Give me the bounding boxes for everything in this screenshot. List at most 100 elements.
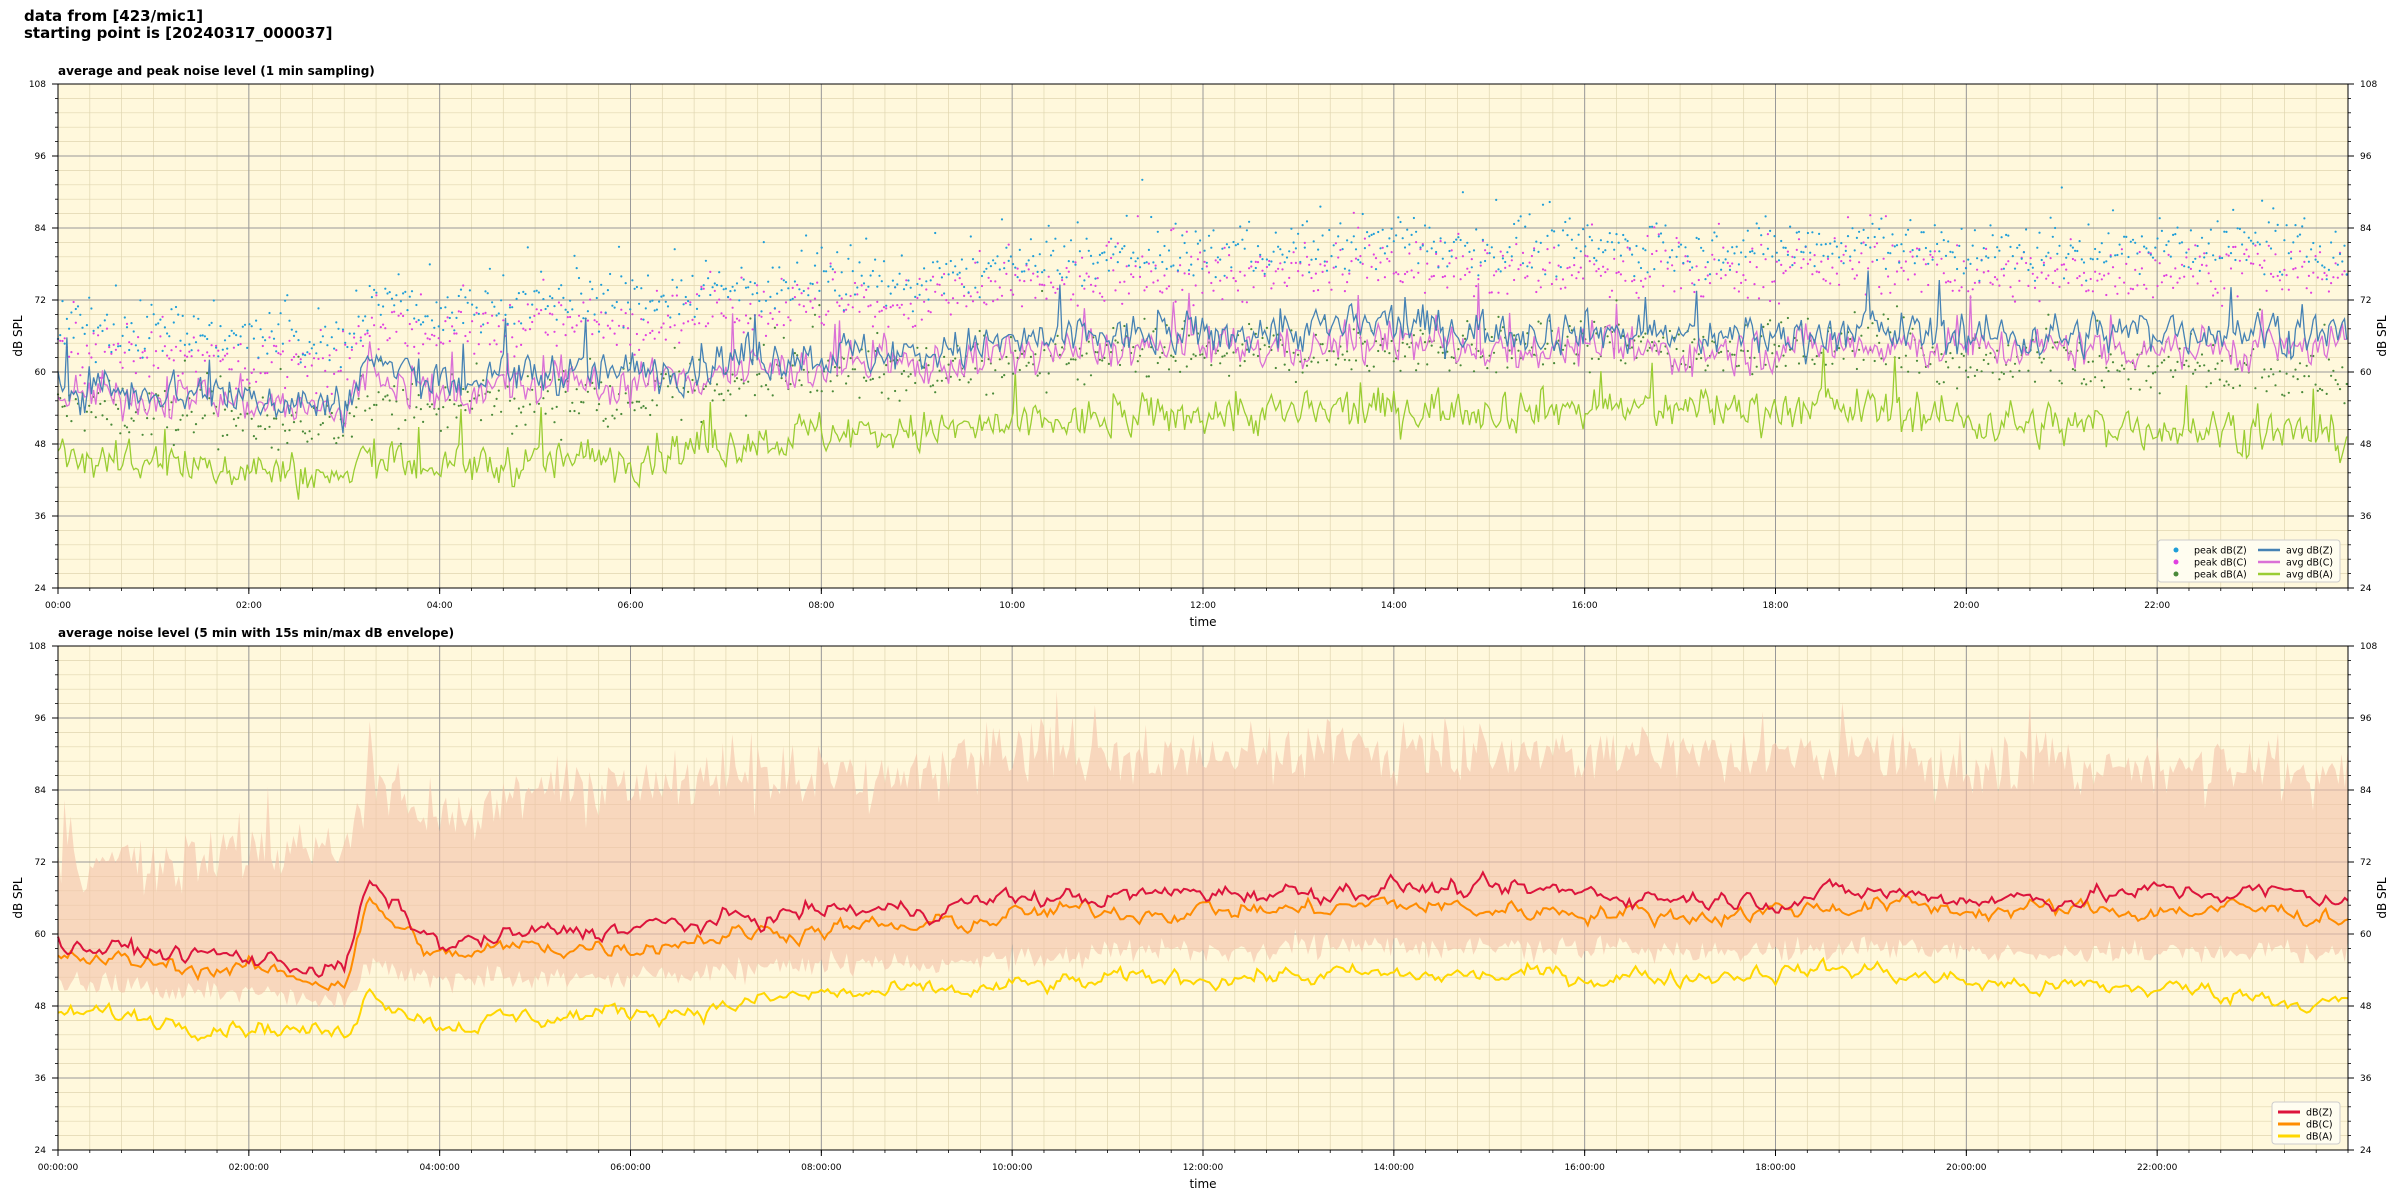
peak-z-point (573, 254, 576, 257)
peak-a-point (1875, 334, 1879, 337)
peak-z-point (357, 315, 360, 318)
peak-a-point (1862, 358, 1865, 361)
peak-c-point (468, 331, 471, 334)
peak-c-point (1795, 248, 1798, 251)
peak-c-point (700, 285, 703, 288)
peak-c-point (836, 301, 839, 304)
peak-c-point (419, 293, 422, 296)
peak-z-point (2207, 242, 2210, 245)
peak-c-point (709, 270, 712, 273)
peak-a-point (1737, 364, 1740, 367)
peak-c-point (689, 301, 692, 304)
x-tick-label: 18:00:00 (1755, 1163, 1796, 1173)
peak-c-point (1446, 286, 1449, 289)
peak-c-point (591, 333, 594, 336)
peak-z-point (1092, 262, 1095, 265)
peak-c-point (722, 314, 725, 318)
peak-a-point (1392, 360, 1395, 363)
peak-a-point (1228, 374, 1231, 377)
peak-c-point (1508, 264, 1511, 267)
peak-c-point (1337, 256, 1340, 259)
peak-c-point (152, 364, 155, 367)
peak-c-point (889, 306, 892, 309)
peak-c-point (146, 356, 149, 359)
peak-a-point (1782, 354, 1785, 357)
peak-z-point (693, 315, 696, 318)
peak-a-point (1633, 339, 1636, 342)
y-tick-label-left: 84 (35, 786, 47, 796)
peak-c-point (896, 304, 899, 307)
peak-z-point (2107, 232, 2110, 235)
peak-z-point (620, 275, 623, 278)
peak-c-point (537, 312, 541, 315)
peak-c-point (671, 294, 674, 297)
peak-a-point (1441, 351, 1444, 354)
peak-c-point (2009, 286, 2012, 289)
peak-z-point (1052, 249, 1055, 252)
peak-c-point (662, 322, 665, 325)
peak-c-point (172, 359, 175, 362)
peak-a-point (2105, 366, 2108, 369)
peak-z-point (1210, 246, 1213, 249)
peak-z-point (2060, 186, 2063, 189)
peak-c-point (1430, 275, 1433, 278)
peak-c-point (1459, 278, 1462, 281)
peak-a-point (1170, 354, 1173, 357)
peak-a-point (898, 399, 901, 402)
peak-z-point (1450, 255, 1453, 258)
peak-c-point (540, 309, 543, 312)
peak-z-point (1290, 227, 1293, 230)
peak-z-point (1559, 266, 1562, 269)
peak-c-point (128, 341, 131, 344)
db-a-line (57, 956, 2349, 1042)
peak-c-point (1274, 270, 1277, 273)
peak-z-point (1061, 276, 1064, 279)
peak-z-point (1504, 260, 1507, 264)
peak-z-point (1461, 191, 1464, 194)
peak-c-point (1695, 265, 1698, 268)
peak-z-point (1602, 251, 1605, 254)
peak-z-point (384, 287, 387, 290)
peak-z-point (2127, 255, 2130, 259)
peak-c-point (482, 312, 485, 315)
peak-z-point (1446, 265, 1449, 268)
peak-c-point (2018, 279, 2021, 282)
peak-z-point (1610, 241, 1614, 244)
peak-a-point (275, 417, 278, 420)
peak-z-point (1403, 246, 1407, 249)
peak-a-point (2234, 368, 2237, 371)
peak-c-point (495, 343, 498, 346)
peak-a-point (644, 407, 647, 410)
peak-a-point (2212, 344, 2215, 347)
peak-c-point (1072, 293, 1075, 296)
peak-c-point (847, 303, 850, 306)
peak-c-point (1976, 268, 1979, 271)
peak-a-point (125, 426, 129, 429)
starting-point-line: starting point is [20240317_000037] (24, 24, 333, 42)
peak-a-point (1991, 371, 1994, 374)
peak-z-point (756, 292, 759, 295)
peak-z-point (1221, 247, 1224, 250)
peak-c-point (1524, 276, 1527, 279)
peak-z-point (1918, 248, 1921, 252)
peak-c-point (1506, 292, 1509, 295)
peak-a-point (1811, 358, 1814, 361)
peak-z-point (1270, 260, 1273, 263)
peak-a-point (1103, 356, 1106, 359)
peak-z-point (1130, 257, 1133, 260)
peak-c-point (2183, 275, 2186, 278)
peak-z-point (1170, 265, 1173, 268)
x-tick-label: 12:00:00 (1183, 1163, 1224, 1173)
peak-a-point (386, 394, 389, 397)
peak-c-point (776, 323, 779, 326)
peak-a-point (1510, 357, 1513, 360)
peak-c-point (1891, 244, 1894, 247)
peak-c-point (1597, 267, 1600, 270)
peak-z-point (2087, 223, 2090, 226)
peak-c-point (2252, 262, 2255, 265)
peak-c-point (1259, 255, 1262, 258)
peak-a-point (217, 448, 220, 451)
peak-z-point (484, 290, 487, 293)
peak-a-point (2100, 379, 2103, 382)
peak-c-point (2123, 281, 2126, 284)
